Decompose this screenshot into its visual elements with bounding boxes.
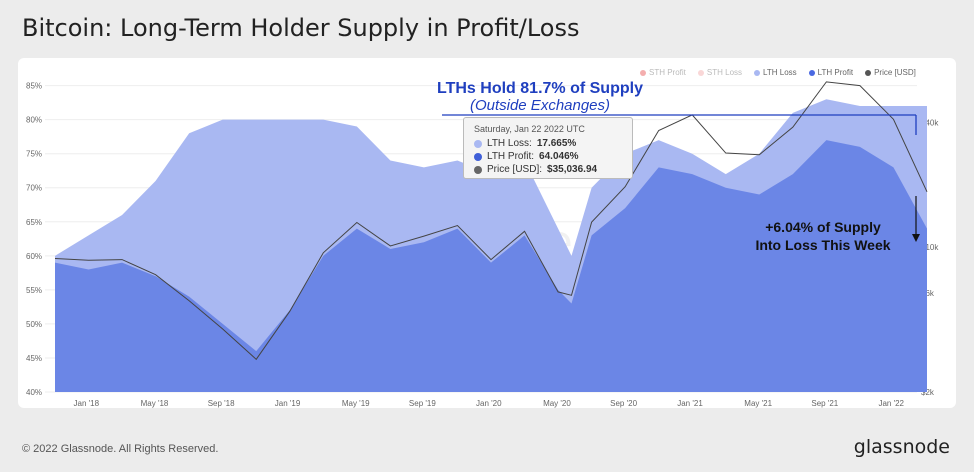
lth-profit-area (55, 140, 927, 392)
y-tick-label: 55% (26, 286, 42, 295)
tooltip-row-price: Price [USD]: $35,036.94 (474, 164, 597, 175)
x-tick-label: May '18 (141, 399, 169, 408)
x-tick-label: Jan '18 (74, 399, 100, 408)
tooltip-label: Price [USD]: (487, 164, 543, 175)
y-tick-label: 80% (26, 116, 42, 125)
legend-label: LTH Loss (763, 68, 797, 77)
x-tick-label: Jan '21 (677, 399, 703, 408)
tooltip: Saturday, Jan 22 2022 UTC LTH Loss: 17.6… (463, 117, 633, 179)
y-right-tick-label: $2k (921, 388, 935, 397)
legend-dot-icon (640, 69, 646, 76)
x-tick-label: Jan '20 (476, 399, 502, 408)
legend-dot-icon (808, 69, 815, 76)
x-tick-label: May '20 (543, 399, 571, 408)
legend-item[interactable]: STH Loss (697, 68, 743, 77)
tooltip-value: $35,036.94 (547, 164, 598, 175)
y-tick-label: 65% (26, 218, 42, 227)
x-tick-label: Sep '21 (811, 399, 838, 408)
tooltip-label: LTH Profit: (487, 151, 535, 162)
y-tick-label: 85% (26, 82, 42, 91)
x-tick-label: Jan '22 (878, 399, 904, 408)
chart-legend: STH Profit STH Loss LTH Loss LTH Profit Pric… (640, 68, 916, 77)
legend-label: Price [USD] (874, 68, 916, 77)
y-tick-label: 50% (26, 320, 42, 329)
y-tick-label: 75% (26, 150, 42, 159)
y-tick-label: 70% (26, 184, 42, 193)
lth-loss-dot-icon (474, 139, 482, 148)
x-tick-label: May '21 (744, 399, 772, 408)
loss-arrow-head (912, 234, 920, 242)
lth-profit-dot-icon (474, 152, 482, 161)
legend-item[interactable]: LTH Profit (808, 68, 854, 77)
brand-logo: glassnode (853, 436, 950, 458)
x-tick-label: Sep '20 (610, 399, 637, 408)
x-tick-label: Jan '19 (275, 399, 301, 408)
legend-item[interactable]: LTH Loss (754, 68, 797, 77)
y-tick-label: 60% (26, 252, 42, 261)
y-tick-label: 40% (26, 388, 42, 397)
y-right-tick-label: $40k (921, 118, 939, 127)
legend-item[interactable]: Price [USD] (865, 68, 916, 77)
y-right-tick-label: $6k (921, 289, 935, 298)
hold-annotation-subtitle: (Outside Exchanges) (469, 97, 611, 114)
tooltip-row-lth-loss: LTH Loss: 17.665% (474, 138, 576, 149)
price-line (54, 81, 928, 361)
y-tick-label: 45% (26, 354, 42, 363)
loss-annotation: +6.04% of Supply Into Loss This Week (738, 218, 908, 254)
tooltip-label: LTH Loss: (487, 138, 532, 149)
tooltip-row-lth-profit: LTH Profit: 64.046% (474, 151, 579, 162)
y-right-tick-label: $10k (921, 243, 939, 252)
legend-label: LTH Profit (817, 68, 854, 77)
page-title: Bitcoin: Long-Term Holder Supply in Prof… (22, 14, 580, 42)
x-tick-label: Sep '19 (409, 399, 436, 408)
price-dot-icon (474, 165, 482, 174)
loss-annotation-line1: +6.04% of Supply (765, 219, 881, 235)
x-tick-label: May '19 (342, 399, 370, 408)
legend-dot-icon (754, 69, 761, 76)
tooltip-date: Saturday, Jan 22 2022 UTC (474, 124, 585, 134)
legend-label: STH Profit (649, 68, 686, 77)
legend-item[interactable]: STH Profit (640, 68, 686, 77)
legend-dot-icon (697, 69, 704, 76)
hold-annotation-title: LTHs Hold 81.7% of Supply (437, 80, 643, 97)
x-tick-label: Sep '18 (208, 399, 235, 408)
copyright-footer: © 2022 Glassnode. All Rights Reserved. (22, 443, 219, 455)
legend-label: STH Loss (706, 68, 743, 77)
loss-annotation-line2: Into Loss This Week (755, 237, 891, 253)
tooltip-value: 17.665% (536, 138, 577, 149)
legend-dot-icon (865, 69, 872, 76)
tooltip-value: 64.046% (539, 151, 579, 162)
